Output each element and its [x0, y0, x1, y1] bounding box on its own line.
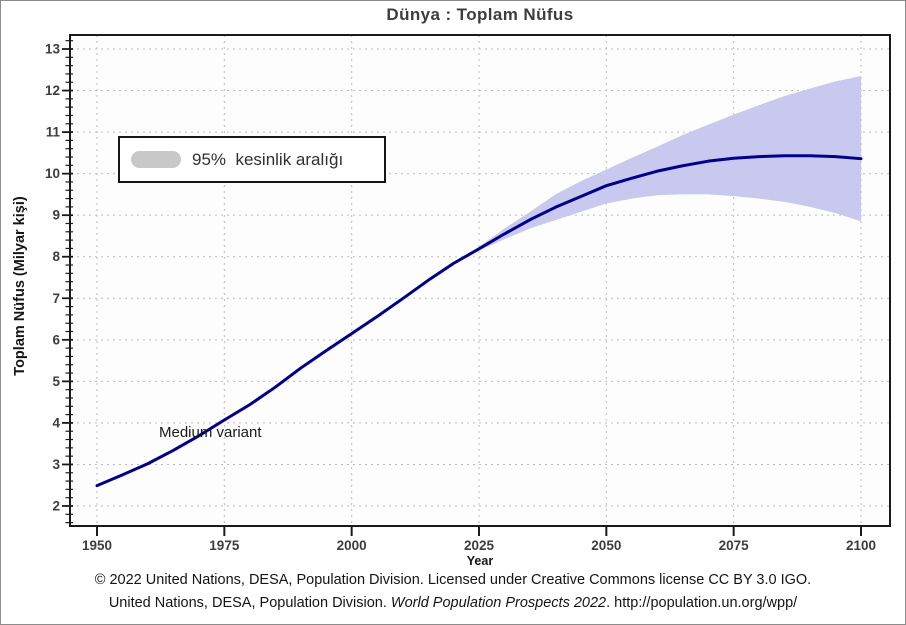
legend-label: 95% kesinlik aralığı — [192, 149, 344, 169]
y-axis-title: Toplam Nüfus (Milyar kişi) — [12, 196, 28, 376]
y-tick-label: 6 — [52, 332, 60, 347]
x-tick-label: 2075 — [719, 538, 750, 553]
y-tick-label: 5 — [52, 374, 60, 389]
y-tick-label: 7 — [52, 291, 60, 306]
y-tick-labels: 2 3 4 5 6 7 8 9 10 11 12 13 — [45, 42, 61, 514]
series-annotation: Medium variant — [159, 424, 262, 441]
copyright-line: © 2022 United Nations, DESA, Population … — [94, 572, 812, 588]
legend-box: 95% kesinlik aralığı — [118, 136, 386, 183]
x-tick-label: 2050 — [591, 538, 621, 553]
x-tick-labels: 1950 1975 2000 2025 2050 2075 2100 — [82, 538, 876, 553]
axes-box — [69, 34, 891, 527]
plot-area: 1950 1975 2000 2025 2050 2075 2100 2 3 4 5 6 7 8 9 10 1… — [45, 34, 891, 568]
y-tick-label: 8 — [52, 249, 60, 264]
y-tick-label: 10 — [45, 166, 60, 181]
x-tick-label: 2000 — [337, 538, 367, 553]
y-tick-label: 13 — [45, 42, 61, 57]
y-tick-label: 12 — [45, 83, 60, 98]
grid-lines — [71, 35, 889, 526]
y-tick-label: 9 — [52, 208, 60, 223]
citation-line: United Nations, DESA, Population Divisio… — [1, 595, 905, 611]
citation-prefix: United Nations, DESA, Population Divisio… — [108, 595, 391, 611]
chart-title: Dünya : Toplam Nüfus — [386, 5, 574, 24]
confidence-band — [478, 76, 861, 251]
medium-variant-line — [95, 154, 863, 488]
y-tick-label: 11 — [46, 125, 61, 140]
y-tick-label: 3 — [52, 457, 60, 472]
citation-url: . http://population.un.org/wpp/ — [606, 595, 798, 611]
confidence-band-swatch-icon — [131, 151, 181, 168]
x-tick-label: 2025 — [464, 538, 495, 553]
confidence-band-area — [478, 76, 861, 251]
y-tick-label: 2 — [52, 499, 60, 514]
x-tick-label: 1975 — [209, 538, 240, 553]
x-tick-label: 2100 — [846, 538, 876, 553]
tick-marks — [62, 40, 862, 536]
y-tick-label: 4 — [52, 415, 60, 430]
x-tick-label: 1950 — [82, 538, 112, 553]
plot-border — [69, 34, 891, 527]
citation-title: World Population Prospects 2022 — [390, 595, 607, 611]
population-line — [95, 154, 863, 488]
x-axis-title: Year — [467, 554, 494, 568]
